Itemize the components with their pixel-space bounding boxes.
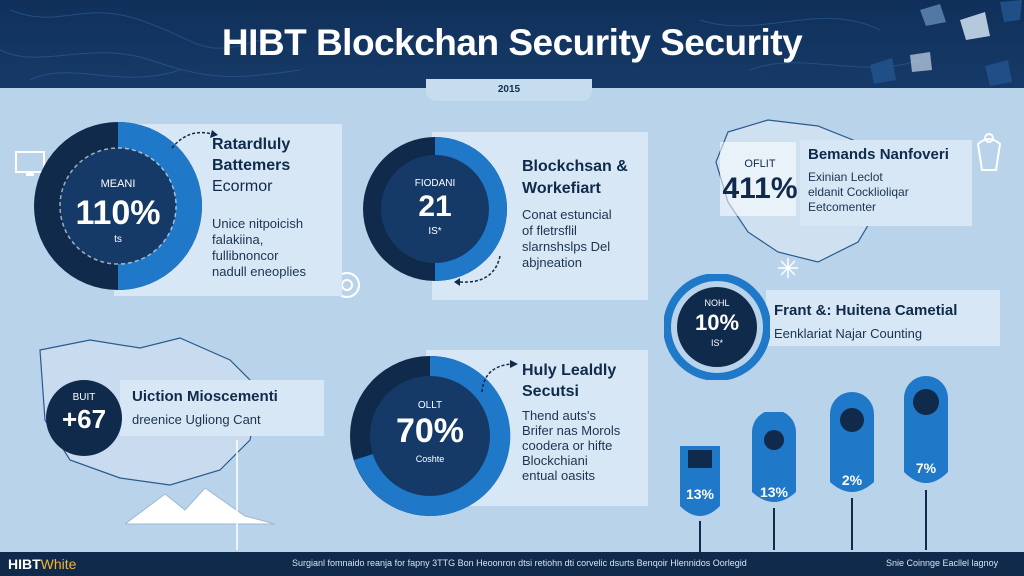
security-bar-2 <box>752 412 796 550</box>
donut-label-mid-right: NOHL <box>704 298 730 308</box>
antenna-icon <box>236 440 238 550</box>
card-body-mid-left: dreenice Ugliong Cant <box>132 412 261 427</box>
donut-value-mid-right: 10% <box>694 310 740 335</box>
curved-arrow-icon <box>481 360 518 393</box>
footer-center-text: Surgianl fomnaido reanja for fapny 3TTG … <box>292 558 747 568</box>
security-bar-1 <box>680 446 720 554</box>
card-mid-left <box>120 380 324 436</box>
donut-sublabel-top-center: IS* <box>428 226 442 237</box>
footer-brand: HIBTWhite <box>8 556 77 572</box>
card-body-top-center: Conat estuncial of fletrsflil slarnshslp… <box>522 207 612 270</box>
curved-arrow-icon <box>454 255 501 286</box>
security-bar-3-value: 2% <box>841 472 863 488</box>
security-bar-4-value: 7% <box>915 460 937 476</box>
card-title-mid-left: Uiction Mioscementi <box>132 388 278 405</box>
donut-value-bottom-center: 70% <box>395 412 465 450</box>
card-title-bottom-center: Huly Lealdly Secutsi <box>522 362 617 400</box>
curved-arrow-icon <box>171 130 218 149</box>
monitor-icon <box>15 151 45 176</box>
donut-value-top-left: 110% <box>75 194 161 232</box>
year-tab: 2015 <box>426 79 592 101</box>
footer-bar: HIBTWhite Surgianl fomnaido reanja for f… <box>0 552 1024 576</box>
stat-label-top-right: OFLIT <box>744 158 776 170</box>
security-bar-2-value: 13% <box>759 484 789 500</box>
header-banner: HIBT Blockchan Security Security <box>0 0 1024 88</box>
snowflake-icon <box>778 258 798 278</box>
mountains-decoration <box>125 487 275 525</box>
card-title-top-right: Bemands Nanfoveri <box>808 146 949 163</box>
stat-circle-mid-left <box>46 380 122 456</box>
donut-chart-bottom-center <box>350 355 511 516</box>
card-mid-right <box>766 290 1000 346</box>
donut-chart-mid-right <box>664 274 770 380</box>
card-title-top-left: Ratardluly Battemers Ecormor <box>212 136 291 195</box>
donut-label-bottom-center: OLLT <box>417 400 443 411</box>
page-title: HIBT Blockchan Security Security <box>221 22 803 63</box>
footer-right-text: Snie Coinnge Eacllel lagnoy <box>886 558 999 568</box>
card-body-top-right: Exinian Leclot eldanit Cocklioliqar Eetc… <box>808 170 909 214</box>
card-body-mid-right: Eenklariat Najar Counting <box>774 326 923 341</box>
donut-chart-top-center <box>363 137 507 281</box>
donut-value-top-center: 21 <box>418 190 452 223</box>
stat-value-mid-left: +67 <box>61 404 107 434</box>
card-top-right <box>800 140 972 226</box>
donut-sublabel-mid-right: IS* <box>710 338 723 348</box>
stat-box-top-right <box>720 142 796 216</box>
donut-label-top-left: MEANI <box>100 178 136 190</box>
security-bar-1-value: 13% <box>685 486 715 502</box>
donut-sublabel-bottom-center: Coshte <box>415 454 445 464</box>
security-bar-4 <box>904 376 948 550</box>
circuit-pattern-decoration <box>0 0 1022 86</box>
donut-chart-top-left <box>34 122 202 290</box>
card-body-bottom-center: Thend auts's Brifer nas Morols coodera o… <box>522 408 621 483</box>
donut-sublabel-top-left: ts <box>114 234 122 245</box>
card-title-top-center: Blockchsan & Workefiart <box>522 158 628 197</box>
donut-label-top-center: FIODANI <box>414 178 456 189</box>
card-body-top-left: Unice nitpoicish falakiina, fullibnoncor… <box>212 216 306 279</box>
stat-label-mid-left: BUIT <box>72 392 96 403</box>
card-title-mid-right: Frant &: Huitena Cametial <box>774 302 958 319</box>
security-bar-3 <box>830 392 874 550</box>
stat-value-top-right: 411% <box>722 172 798 205</box>
lock-cup-icon <box>976 133 1002 171</box>
